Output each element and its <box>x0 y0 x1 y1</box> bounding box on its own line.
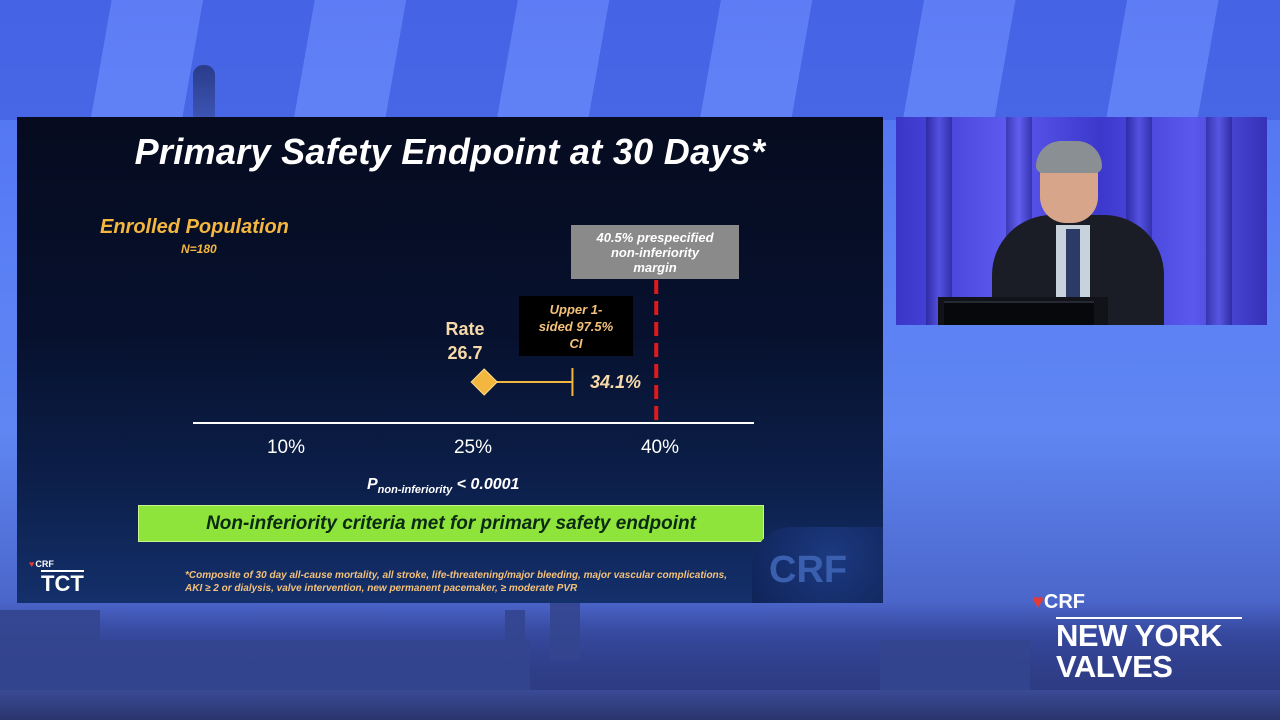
tct-crf-text: CRF <box>35 559 54 569</box>
x-tick-label: 10% <box>266 437 306 458</box>
p-subscript: non-inferiority <box>377 484 453 497</box>
crf-watermark <box>752 527 883 603</box>
p-prefix: P <box>367 476 378 493</box>
ci-callout: Upper 1- sided 97.5% CI <box>519 296 633 356</box>
curtain-fold <box>1206 117 1232 325</box>
x-tick-label: 25% <box>453 437 493 458</box>
tct-logo-text: TCT <box>41 570 84 596</box>
background-building <box>880 640 1030 690</box>
curtain-fold <box>926 117 952 325</box>
margin-callout: 40.5% prespecified non-inferiority margi… <box>571 225 739 279</box>
background-building <box>505 610 525 650</box>
rate-label: Rate <box>445 319 485 339</box>
conference-brand: ♥CRF NEW YORK VALVES <box>1032 591 1252 691</box>
p-suffix: < 0.0001 <box>452 476 520 493</box>
slide-footnote: *Composite of 30 day all-cause mortality… <box>185 570 728 594</box>
presentation-slide: Primary Safety Endpoint at 30 Days* Enro… <box>17 117 883 603</box>
criteria-banner: Non-inferiority criteria met for primary… <box>138 505 764 542</box>
rate-value: 26.7 <box>447 343 483 363</box>
background-building <box>550 600 580 660</box>
heart-icon: ♥ <box>1032 591 1044 613</box>
speaker-video <box>896 117 1267 325</box>
population-n: N=180 <box>181 242 217 256</box>
background-building <box>0 610 100 700</box>
brand-name-line1: NEW YORK <box>1056 618 1222 653</box>
brand-crf-text: CRF <box>1043 591 1085 613</box>
background-water <box>0 690 1280 720</box>
slide-title: Primary Safety Endpoint at 30 Days* <box>134 131 766 172</box>
brand-crf: ♥CRF <box>1032 591 1085 614</box>
brand-divider <box>1056 617 1242 619</box>
tct-logo-crf: ♥CRF <box>29 559 54 569</box>
crf-watermark-text: CRF <box>769 549 848 591</box>
background-tower <box>193 65 215 120</box>
speaker-tie <box>1066 229 1080 303</box>
tct-logo: ♥CRF TCT <box>29 559 99 599</box>
x-tick-label: 40% <box>640 437 680 458</box>
upper-ci-value: 34.1% <box>590 372 642 392</box>
speaker-hair <box>1036 141 1102 173</box>
population-label: Enrolled Population <box>100 216 289 238</box>
laptop <box>944 301 1094 325</box>
forest-chart <box>193 280 754 424</box>
p-value: Pnon-inferiority < 0.0001 <box>367 476 519 496</box>
stage-background <box>0 0 1280 120</box>
heart-icon: ♥ <box>29 559 35 569</box>
point-estimate-marker <box>470 368 498 396</box>
brand-name-line2: VALVES <box>1056 649 1173 684</box>
